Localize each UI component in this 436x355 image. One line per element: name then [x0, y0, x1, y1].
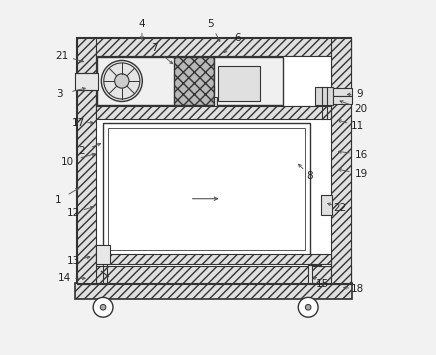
Bar [96, 254, 331, 264]
Circle shape [115, 74, 129, 88]
Text: 12: 12 [66, 208, 80, 218]
Bar [308, 265, 313, 283]
Text: 15: 15 [316, 279, 329, 289]
Bar [331, 38, 351, 284]
Text: 17: 17 [72, 118, 85, 128]
Bar [77, 38, 351, 284]
Bar [320, 195, 332, 215]
Circle shape [298, 297, 318, 317]
Text: 16: 16 [354, 149, 368, 159]
Text: 10: 10 [61, 157, 74, 166]
Text: 18: 18 [351, 284, 364, 294]
Circle shape [305, 305, 311, 310]
Text: 7: 7 [151, 43, 158, 54]
Bar [77, 38, 351, 55]
Circle shape [101, 60, 142, 102]
Text: 5: 5 [208, 19, 214, 29]
Text: 19: 19 [354, 169, 368, 179]
Bar [96, 55, 331, 106]
Bar [315, 87, 333, 105]
Bar [174, 56, 215, 105]
Text: 13: 13 [66, 256, 80, 266]
Text: 3: 3 [56, 89, 63, 99]
Text: 1: 1 [55, 196, 61, 206]
Circle shape [100, 305, 106, 310]
Bar [75, 283, 352, 300]
Circle shape [93, 297, 113, 317]
Bar [96, 106, 331, 119]
Text: 22: 22 [334, 203, 347, 213]
Text: 14: 14 [58, 273, 71, 283]
Bar [215, 56, 283, 105]
Text: 2: 2 [78, 146, 85, 156]
Text: 6: 6 [234, 33, 241, 43]
Bar [77, 266, 351, 284]
Text: 9: 9 [356, 89, 363, 99]
Bar [77, 38, 96, 284]
Bar [317, 88, 352, 96]
Bar [96, 55, 331, 266]
Text: 20: 20 [354, 104, 368, 114]
Bar [214, 97, 217, 106]
Text: 4: 4 [139, 19, 145, 29]
Text: 11: 11 [351, 121, 364, 131]
Text: 21: 21 [55, 50, 68, 60]
Bar [75, 73, 98, 90]
Bar [109, 128, 305, 250]
Bar [97, 56, 175, 105]
Bar [317, 96, 352, 104]
Text: 8: 8 [307, 171, 313, 181]
Bar [96, 245, 110, 264]
Bar [103, 123, 310, 255]
Bar [218, 66, 260, 101]
